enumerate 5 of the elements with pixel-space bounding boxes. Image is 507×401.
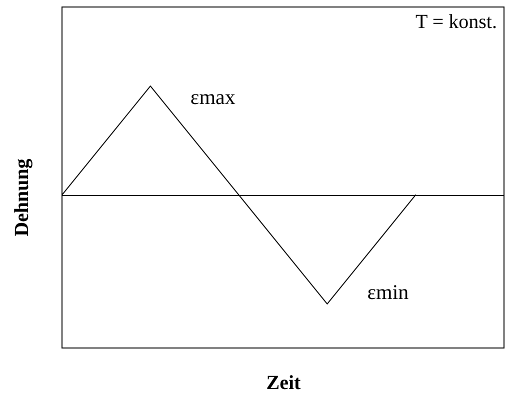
text: T = konst. — [416, 11, 497, 33]
annotation: εmin — [367, 280, 410, 304]
y-axis-title: Dehnung — [11, 158, 33, 236]
x-axis-title: Zeit — [266, 372, 302, 394]
annotation: εmax — [190, 85, 236, 110]
